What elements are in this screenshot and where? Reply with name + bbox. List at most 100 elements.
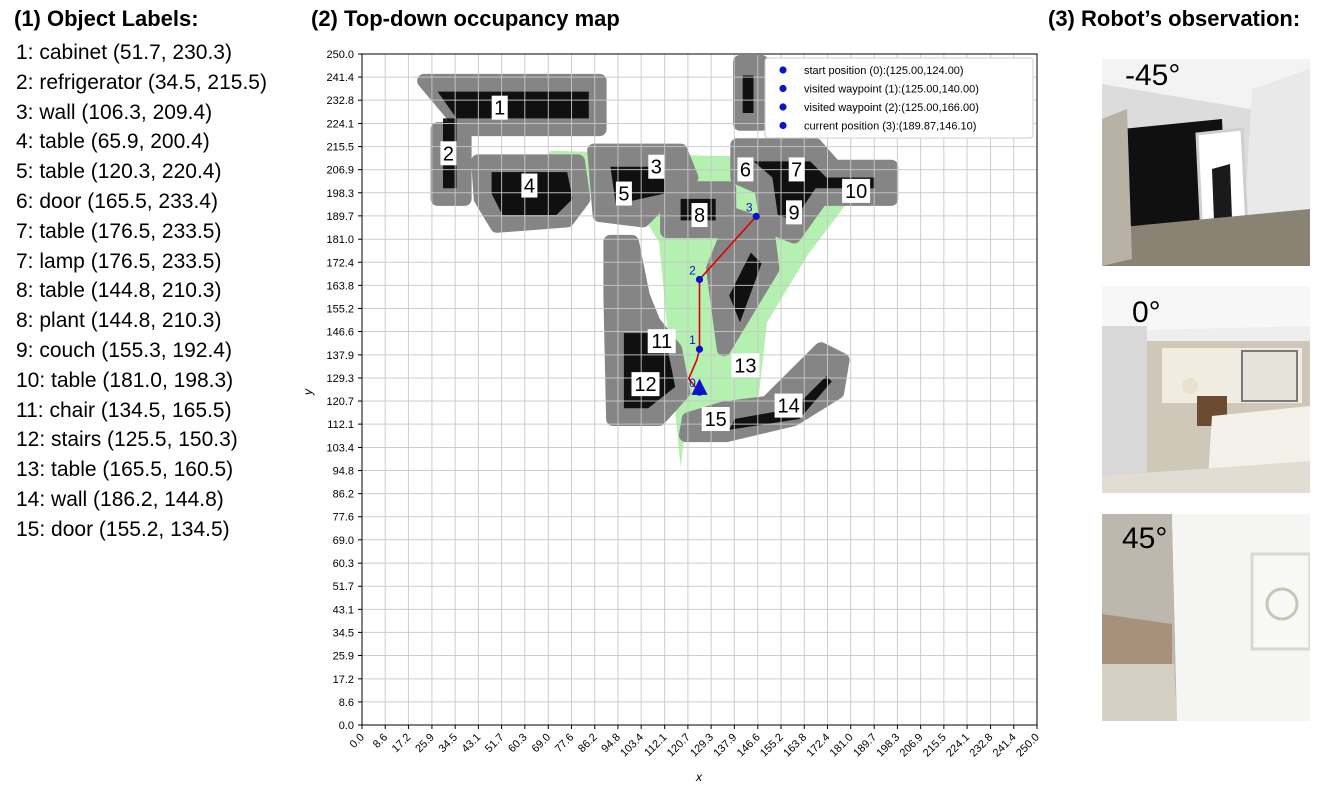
x-tick-label: 103.4 xyxy=(618,731,646,759)
y-tick-label: 198.3 xyxy=(326,188,354,200)
y-tick-label: 51.7 xyxy=(333,581,354,593)
robot-path: 0 1 2 3 xyxy=(687,200,760,396)
object-label-item: 4: table (65.9, 200.4) xyxy=(16,130,210,154)
object-tag-box xyxy=(615,181,632,206)
object-label-item: 3: wall (106.3, 209.4) xyxy=(16,100,213,124)
y-tick-label: 34.5 xyxy=(333,627,354,639)
x-tick-label: 17.2 xyxy=(390,731,414,755)
x-tick-label: 163.8 xyxy=(781,731,809,759)
y-tick-label: 215.5 xyxy=(326,142,354,154)
observation-angle-label: -45° xyxy=(1125,59,1181,92)
y-tick-label: 77.6 xyxy=(333,512,354,524)
x-tick-label: 206.9 xyxy=(898,731,926,759)
robot-heading-arrow xyxy=(691,378,708,395)
waypoint-label: 3 xyxy=(746,200,753,214)
object-tag-box xyxy=(440,141,457,166)
y-tick-label: 60.3 xyxy=(333,558,354,570)
object-tag-box xyxy=(701,407,730,432)
object-label-item: 15: door (155.2, 134.5) xyxy=(16,517,230,541)
object-tag-label: 4 xyxy=(524,176,535,198)
legend-marker xyxy=(779,66,787,74)
object-label-item: 12: stairs (125.5, 150.3) xyxy=(16,428,238,452)
object-label-item: 10: table (181.0, 198.3) xyxy=(16,368,234,392)
obstacle-region xyxy=(742,75,754,114)
object-tag-label: 15 xyxy=(705,409,727,431)
legend-entry: visited waypoint (1):(125.00,140.00) xyxy=(804,84,979,96)
object-tag-box xyxy=(786,200,802,225)
x-tick-label: 146.6 xyxy=(735,731,763,759)
x-tick-label: 8.6 xyxy=(371,731,390,750)
object-tag-label: 5 xyxy=(618,184,629,206)
y-tick-label: 112.1 xyxy=(327,419,354,431)
object-tag-box xyxy=(774,393,803,418)
y-tick-label: 25.9 xyxy=(333,650,354,662)
object-labels-list: 1: cabinet (51.7, 230.3) 2: refrigerator … xyxy=(16,38,267,545)
legend-entry: current position (3):(189.87,146.10) xyxy=(804,121,976,133)
object-tag-label: 11 xyxy=(651,331,672,353)
x-tick-label: 0.0 xyxy=(348,731,367,750)
x-tick-label: 120.7 xyxy=(665,731,693,759)
x-tick-label: 137.9 xyxy=(711,731,739,759)
object-tag-box xyxy=(691,203,708,228)
observation-angle-label: 45° xyxy=(1122,522,1168,555)
x-tick-label: 224.1 xyxy=(944,731,972,759)
object-labels-title: (1) Object Labels: xyxy=(14,6,199,31)
y-tick-label: 172.4 xyxy=(326,257,354,269)
waypoint-label: 0 xyxy=(689,376,696,390)
y-tick-label: 250.0 xyxy=(326,49,354,61)
y-tick-label: 163.8 xyxy=(326,280,354,292)
x-tick-label: 189.7 xyxy=(851,731,879,759)
legend-marker xyxy=(779,84,787,93)
object-tag-box xyxy=(648,154,665,179)
y-axis-label: y xyxy=(301,388,315,396)
waypoint-marker xyxy=(695,345,704,353)
observation-image-minus-45 xyxy=(1102,59,1310,266)
y-tick-label: 8.6 xyxy=(339,697,354,709)
object-label-item: 6: door (165.5, 233.4) xyxy=(16,189,218,213)
y-tick-label: 103.4 xyxy=(326,442,354,454)
x-tick-label: 60.3 xyxy=(506,731,530,755)
y-tick-label: 0.0 xyxy=(339,720,354,732)
legend-entry: start position (0):(125.00,124.00) xyxy=(804,65,964,77)
object-label-item: 11: chair (134.5, 165.5) xyxy=(16,398,232,422)
observation-plus-45: 45° xyxy=(1102,514,1310,721)
y-tick-label: 43.1 xyxy=(333,604,354,616)
y-tick-label: 120.7 xyxy=(326,396,354,408)
x-tick-label: 25.9 xyxy=(413,731,437,755)
map-legend: start position (0):(125.00,124.00) visite… xyxy=(764,57,1034,139)
waypoint-label: 2 xyxy=(689,263,696,277)
observation-image-plus-45 xyxy=(1102,514,1310,721)
object-tag-label: 6 xyxy=(740,159,751,181)
legend-marker xyxy=(779,121,787,130)
y-tick-label: 206.9 xyxy=(326,165,354,177)
object-tag-box xyxy=(631,372,660,397)
x-tick-label: 77.6 xyxy=(553,731,577,755)
object-label-item: 8: table (144.8, 210.3) xyxy=(16,279,222,303)
x-tick-label: 34.5 xyxy=(436,731,460,755)
object-tag-label: 1 xyxy=(494,98,505,120)
object-tag-label: 7 xyxy=(791,159,802,181)
legend-marker xyxy=(779,103,787,111)
x-axis-ticks: 0.0 8.6 17.2 25.9 34.5 43.1 51.7 60.3 69.0 77.6 86… xyxy=(348,725,1042,759)
object-tag-label: 14 xyxy=(777,396,799,418)
x-tick-label: 250.0 xyxy=(1014,731,1042,759)
map-title: (2) Top-down occupancy map xyxy=(311,6,620,31)
y-tick-label: 94.8 xyxy=(333,466,354,478)
y-tick-label: 17.2 xyxy=(333,674,354,686)
y-tick-label: 137.9 xyxy=(326,350,354,362)
x-tick-label: 215.5 xyxy=(921,731,949,759)
legend-entry: visited waypoint (2):(125.00,166.00) xyxy=(804,102,979,114)
observation-image-0 xyxy=(1102,286,1310,493)
observation-0: 0° xyxy=(1102,286,1310,493)
object-tag-label: 8 xyxy=(694,205,705,227)
x-tick-label: 129.3 xyxy=(688,731,716,759)
object-tag-label: 9 xyxy=(788,202,799,224)
object-tag-box xyxy=(731,353,760,378)
x-tick-label: 112.1 xyxy=(642,731,669,758)
object-tag-label: 10 xyxy=(845,181,867,203)
x-tick-label: 86.2 xyxy=(576,731,600,755)
y-tick-label: 232.8 xyxy=(326,95,354,107)
y-axis-ticks: 0.0 8.6 17.2 25.9 34.5 43.1 51.7 60.3 69.0 77.6 86… xyxy=(326,49,362,732)
x-tick-label: 172.4 xyxy=(804,731,832,759)
